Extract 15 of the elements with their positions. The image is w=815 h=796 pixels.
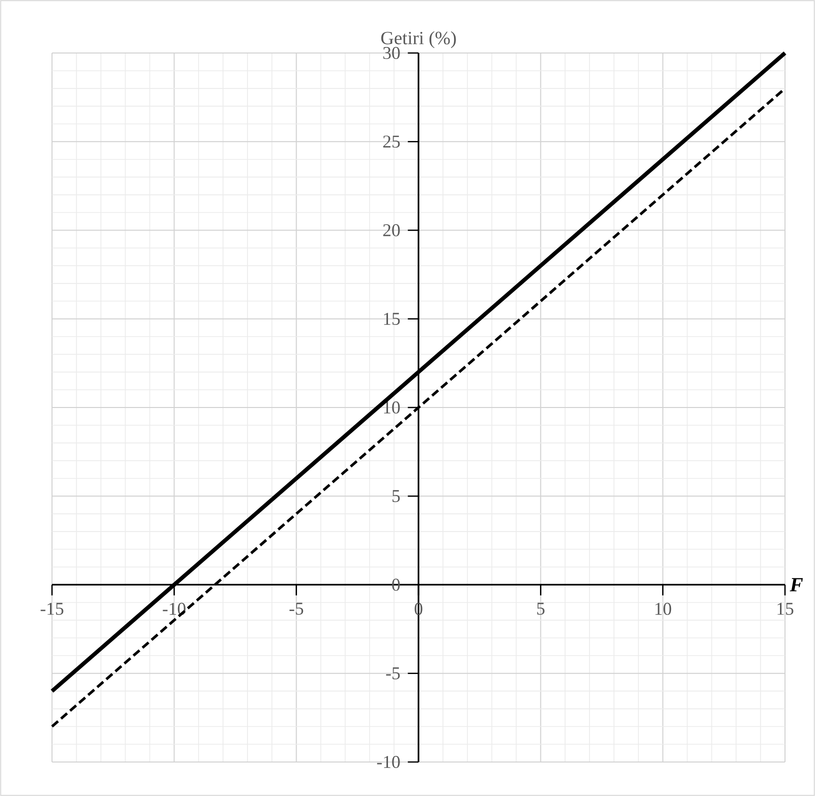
x-tick-label: 10: [655, 602, 672, 615]
y-tick-label: 10: [384, 401, 400, 414]
y-tick-label: 20: [383, 224, 400, 236]
x-tick-label: -5: [290, 602, 304, 615]
y-tick-label: -10: [377, 756, 400, 768]
x-tick-label: -15: [40, 602, 64, 615]
y-tick-label: 25: [383, 136, 400, 148]
y-tick-label: 15: [384, 312, 400, 325]
y-tick-label: 30: [383, 46, 400, 60]
x-axis-title: F: [790, 578, 803, 592]
y-tick-label: -5: [386, 667, 400, 680]
x-tick-label: 5: [537, 602, 544, 615]
x-tick-label: 15: [778, 602, 794, 615]
y-tick-label: 5: [392, 490, 400, 502]
y-axis-title: Getiri (%): [381, 31, 456, 48]
